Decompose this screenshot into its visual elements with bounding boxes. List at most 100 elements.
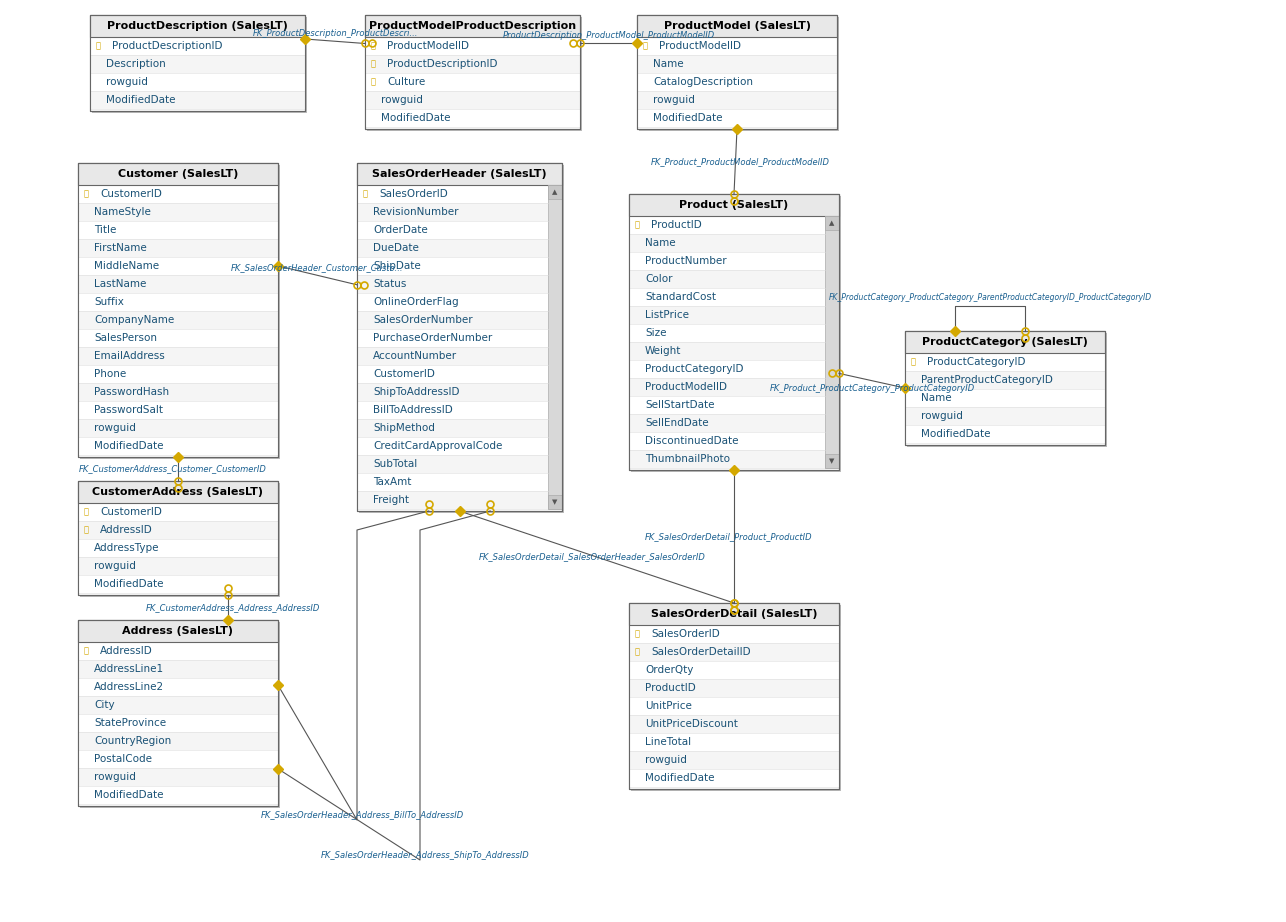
Text: FK_SalesOrderHeader_Address_ShipTo_AddressID: FK_SalesOrderHeader_Address_ShipTo_Addre… bbox=[320, 850, 530, 859]
Text: PasswordSalt: PasswordSalt bbox=[94, 405, 163, 415]
Text: City: City bbox=[94, 700, 114, 710]
Text: SalesOrderDetailID: SalesOrderDetailID bbox=[651, 647, 751, 657]
Bar bbox=[358, 329, 548, 347]
Bar bbox=[93, 17, 307, 113]
Text: FK_SalesOrderDetail_SalesOrderHeader_SalesOrderID: FK_SalesOrderDetail_SalesOrderHeader_Sal… bbox=[478, 552, 705, 561]
Bar bbox=[78, 419, 278, 437]
Bar bbox=[358, 239, 548, 257]
Text: 🔑: 🔑 bbox=[84, 507, 89, 516]
Bar bbox=[629, 661, 838, 679]
Bar bbox=[358, 257, 548, 275]
Text: FK_ProductCategory_ProductCategory_ParentProductCategoryID_ProductCategoryID: FK_ProductCategory_ProductCategory_Paren… bbox=[828, 293, 1151, 302]
Text: Customer (SalesLT): Customer (SalesLT) bbox=[118, 169, 238, 179]
Bar bbox=[629, 450, 826, 468]
Text: UnitPrice: UnitPrice bbox=[646, 701, 692, 711]
Bar bbox=[358, 311, 548, 329]
Text: OrderQty: OrderQty bbox=[646, 665, 693, 675]
Text: OnlineOrderFlag: OnlineOrderFlag bbox=[373, 297, 459, 307]
Bar bbox=[358, 275, 548, 293]
Text: StandardCost: StandardCost bbox=[646, 292, 716, 302]
Bar bbox=[548, 185, 562, 509]
Text: FK_Product_ProductCategory_ProductCategoryID: FK_Product_ProductCategory_ProductCatego… bbox=[769, 384, 975, 393]
Bar bbox=[629, 306, 826, 324]
Text: rowguid: rowguid bbox=[94, 772, 136, 782]
Bar bbox=[358, 383, 548, 401]
Text: FK_CustomerAddress_Address_AddressID: FK_CustomerAddress_Address_AddressID bbox=[145, 603, 320, 612]
Bar bbox=[629, 603, 838, 789]
Bar bbox=[80, 483, 280, 597]
Text: SellStartDate: SellStartDate bbox=[646, 400, 715, 410]
Bar bbox=[78, 311, 278, 329]
Text: ModifiedDate: ModifiedDate bbox=[105, 95, 175, 105]
Text: ProductID: ProductID bbox=[651, 220, 702, 230]
Text: DiscontinuedDate: DiscontinuedDate bbox=[646, 436, 738, 446]
Text: FK_ProductDescription_ProductDescri...: FK_ProductDescription_ProductDescri... bbox=[252, 29, 418, 38]
Bar bbox=[78, 660, 278, 678]
Text: FK_CustomerAddress_Customer_CustomerID: FK_CustomerAddress_Customer_CustomerID bbox=[78, 465, 267, 474]
Bar bbox=[629, 733, 838, 751]
Text: NameStyle: NameStyle bbox=[94, 207, 150, 217]
Text: FK_SalesOrderHeader_Customer_Custo...: FK_SalesOrderHeader_Customer_Custo... bbox=[231, 263, 404, 272]
Text: StateProvince: StateProvince bbox=[94, 718, 166, 728]
Bar bbox=[905, 407, 1105, 425]
Bar bbox=[80, 622, 280, 808]
Text: Color: Color bbox=[646, 274, 673, 284]
Bar bbox=[90, 15, 305, 111]
Text: ProductModelID: ProductModelID bbox=[658, 41, 741, 51]
Bar bbox=[78, 481, 278, 595]
Text: Description: Description bbox=[105, 59, 166, 69]
Text: ProductDescription (SalesLT): ProductDescription (SalesLT) bbox=[107, 21, 288, 31]
Text: ModifiedDate: ModifiedDate bbox=[94, 579, 163, 589]
Bar bbox=[365, 15, 580, 129]
Text: Name: Name bbox=[646, 238, 675, 248]
Text: CatalogDescription: CatalogDescription bbox=[653, 77, 754, 87]
Bar bbox=[90, 15, 305, 37]
Bar bbox=[358, 419, 548, 437]
Text: ▲: ▲ bbox=[552, 189, 558, 195]
Bar bbox=[78, 575, 278, 593]
Bar bbox=[78, 481, 278, 503]
Text: 🔑: 🔑 bbox=[363, 190, 368, 198]
Text: BillToAddressID: BillToAddressID bbox=[373, 405, 453, 415]
Bar bbox=[637, 91, 837, 109]
Text: AddressLine2: AddressLine2 bbox=[94, 682, 165, 692]
Bar bbox=[365, 15, 580, 37]
Text: 🔑: 🔑 bbox=[370, 77, 376, 87]
Bar bbox=[78, 557, 278, 575]
Bar bbox=[629, 234, 826, 252]
Text: ProductModelID: ProductModelID bbox=[646, 382, 727, 392]
Bar bbox=[358, 437, 548, 455]
Bar bbox=[358, 293, 548, 311]
Text: Name: Name bbox=[653, 59, 684, 69]
Text: ProductID: ProductID bbox=[646, 683, 696, 693]
Text: ProductNumber: ProductNumber bbox=[646, 256, 727, 266]
Text: ProductCategoryID: ProductCategoryID bbox=[646, 364, 743, 374]
Bar bbox=[358, 455, 548, 473]
Text: ListPrice: ListPrice bbox=[646, 310, 689, 320]
Bar bbox=[907, 333, 1107, 447]
Text: rowguid: rowguid bbox=[646, 755, 687, 765]
Bar bbox=[905, 331, 1105, 445]
Text: ▼: ▼ bbox=[829, 458, 835, 464]
Bar bbox=[548, 185, 562, 199]
Text: FK_SalesOrderHeader_Address_BillTo_AddressID: FK_SalesOrderHeader_Address_BillTo_Addre… bbox=[260, 810, 464, 820]
Text: rowguid: rowguid bbox=[381, 95, 423, 105]
Bar bbox=[629, 697, 838, 715]
Bar bbox=[637, 37, 837, 55]
Bar bbox=[358, 491, 548, 509]
Text: AddressID: AddressID bbox=[100, 525, 153, 535]
Bar bbox=[358, 185, 548, 203]
Bar bbox=[78, 732, 278, 750]
Text: 🔑: 🔑 bbox=[84, 526, 89, 535]
Text: ProductCategory (SalesLT): ProductCategory (SalesLT) bbox=[922, 337, 1088, 347]
Bar bbox=[629, 194, 838, 470]
Text: EmailAddress: EmailAddress bbox=[94, 351, 165, 361]
Bar bbox=[78, 678, 278, 696]
Text: CreditCardApprovalCode: CreditCardApprovalCode bbox=[373, 441, 503, 451]
Text: FirstName: FirstName bbox=[94, 243, 147, 253]
Bar bbox=[365, 15, 580, 129]
Text: Weight: Weight bbox=[646, 346, 682, 356]
Text: CustomerID: CustomerID bbox=[100, 507, 162, 517]
Text: PasswordHash: PasswordHash bbox=[94, 387, 170, 397]
Bar bbox=[905, 425, 1105, 443]
